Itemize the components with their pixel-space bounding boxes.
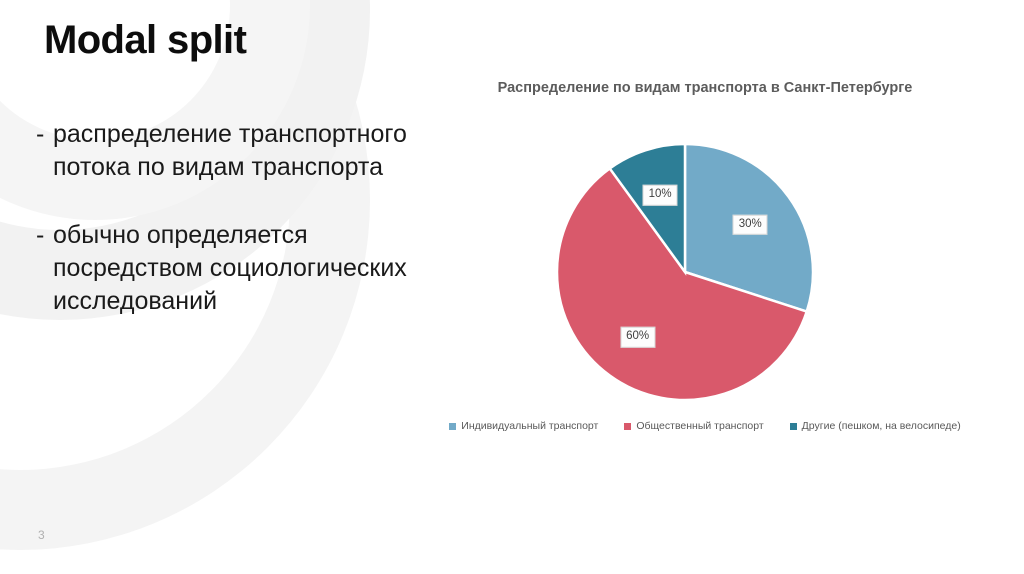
- legend-label: Индивидуальный транспорт: [461, 420, 599, 432]
- bullet-dash-icon: -: [36, 120, 45, 148]
- legend-swatch-icon: [449, 422, 457, 430]
- pie-slice[interactable]: [555, 166, 809, 402]
- legend-item[interactable]: Другие (пешком, на велосипеде): [789, 420, 961, 432]
- legend-label: Другие (пешком, на велосипеде): [801, 420, 961, 432]
- bullet-text: обычно определяется посредством социолог…: [53, 220, 407, 316]
- list-item: - обычно определяется посредством социол…: [36, 219, 436, 319]
- pie-plot-area: 30% 60% 10%: [410, 142, 1000, 402]
- pie-chart: Распределение по видам транспорта в Санк…: [410, 72, 1000, 454]
- pie-slice-group: [555, 142, 815, 402]
- pie-slice[interactable]: [608, 142, 687, 276]
- chart-title: Распределение по видам транспорта в Санк…: [497, 80, 913, 96]
- chart-legend: Индивидуальный транспорт Общественный тра…: [410, 420, 1000, 432]
- legend-label: Общественный транспорт: [636, 420, 764, 432]
- legend-swatch-icon: [624, 422, 632, 430]
- bullet-text: распределение транспортного потока по ви…: [53, 120, 407, 182]
- pie-slice-label: 60%: [620, 326, 656, 348]
- legend-item[interactable]: Общественный транспорт: [624, 420, 764, 432]
- pie-slice-label: 30%: [732, 214, 768, 235]
- legend-item[interactable]: Индивидуальный транспорт: [449, 420, 598, 432]
- bullet-list: - распределение транспортного потока по …: [36, 118, 436, 352]
- pie-slice-label: 10%: [642, 185, 678, 206]
- pie-svg: [555, 142, 815, 402]
- page-number: 3: [38, 528, 45, 542]
- page-title: Modal split: [44, 18, 247, 62]
- bullet-dash-icon: -: [36, 220, 45, 249]
- list-item: - распределение транспортного потока по …: [36, 118, 436, 185]
- legend-swatch-icon: [789, 422, 797, 430]
